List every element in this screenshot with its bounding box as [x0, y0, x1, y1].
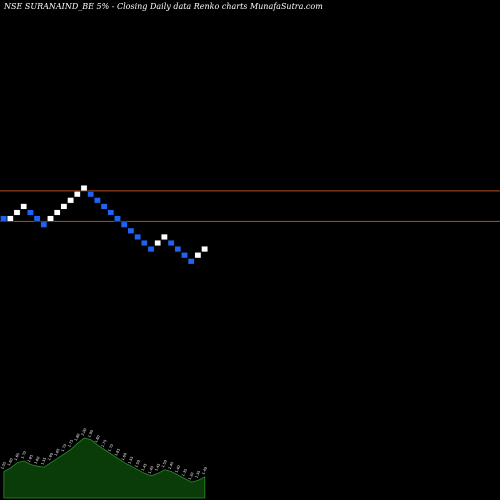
- renko-brick-down: [140, 239, 148, 246]
- renko-brick-down: [181, 252, 188, 259]
- volume-label: 1.60: [47, 452, 54, 461]
- renko-brick-down: [0, 215, 7, 222]
- volume-label: 1.35: [181, 468, 188, 477]
- renko-brick-up: [154, 239, 162, 246]
- renko-brick-up: [194, 252, 202, 259]
- renko-brick-down: [107, 209, 115, 216]
- renko-brick-up: [13, 209, 21, 216]
- volume-label: 1.30: [188, 472, 195, 481]
- volume-label: 1.50: [134, 459, 141, 468]
- renko-brick-down: [27, 209, 34, 216]
- renko-brick-down: [147, 246, 155, 253]
- volume-label: 1.40: [201, 466, 208, 475]
- volume-label: 1.55: [0, 461, 7, 470]
- volume-label: 1.80: [94, 435, 101, 444]
- volume-label: 1.65: [114, 448, 121, 457]
- renko-brick-down: [167, 239, 175, 246]
- renko-brick-down: [94, 197, 101, 204]
- volume-label: 1.65: [27, 454, 34, 463]
- volume-area: [3, 437, 206, 499]
- volume-label: 1.45: [154, 463, 161, 472]
- renko-brick-down: [174, 246, 182, 253]
- volume-label: 1.40: [174, 465, 181, 474]
- renko-brick-down: [100, 203, 108, 210]
- renko-brick-down: [33, 215, 41, 222]
- volume-label: 1.65: [54, 448, 61, 457]
- volume-label: 1.60: [7, 458, 14, 467]
- volume-label: 1.50: [161, 459, 168, 468]
- renko-brick-up: [20, 203, 28, 210]
- renko-bricks: [0, 185, 208, 265]
- renko-brick-up: [201, 246, 208, 253]
- volume-label: 2.00: [81, 428, 88, 437]
- volume-label: 1.40: [148, 466, 155, 475]
- renko-brick-down: [187, 258, 195, 265]
- renko-brick-down: [40, 221, 48, 228]
- renko-brick-up: [67, 197, 74, 204]
- volume-label: 1.80: [74, 433, 81, 442]
- renko-brick-up: [6, 215, 14, 222]
- volume-label: 1.70: [60, 444, 67, 453]
- volume-label: 1.55: [127, 456, 134, 465]
- volume-label: 1.35: [194, 470, 201, 479]
- volume-label: 1.45: [141, 463, 148, 472]
- renko-brick-down: [127, 227, 135, 234]
- volume-label: 1.75: [101, 439, 108, 448]
- volume-label: 1.60: [34, 456, 41, 465]
- renko-brick-down: [134, 233, 141, 240]
- renko-brick-down: [120, 221, 128, 228]
- volume-label: 1.90: [87, 429, 94, 438]
- renko-brick-up: [80, 185, 88, 192]
- renko-brick-up: [53, 209, 61, 216]
- volume-label: 1.65: [14, 452, 21, 461]
- volume-label: 1.70: [107, 444, 114, 453]
- volume-label: 1.60: [121, 452, 128, 461]
- volume-label: 1.70: [20, 451, 27, 460]
- renko-brick-up: [161, 233, 168, 240]
- volume-panel: 1.55 1.601.65 1.70 1.65 1.60 1.551.601.651.70…: [0, 428, 208, 499]
- renko-brick-down: [87, 191, 94, 198]
- renko-brick-up: [60, 203, 68, 210]
- renko-brick-up: [47, 215, 54, 222]
- volume-label: 1.55: [40, 457, 47, 466]
- chart-title: NSE SURANAIND_BE 5% - Closing Daily data…: [3, 2, 323, 11]
- renko-brick-down: [114, 215, 121, 222]
- renko-brick-up: [73, 191, 81, 198]
- volume-label: 1.75: [67, 439, 74, 448]
- volume-label: 1.45: [168, 461, 175, 470]
